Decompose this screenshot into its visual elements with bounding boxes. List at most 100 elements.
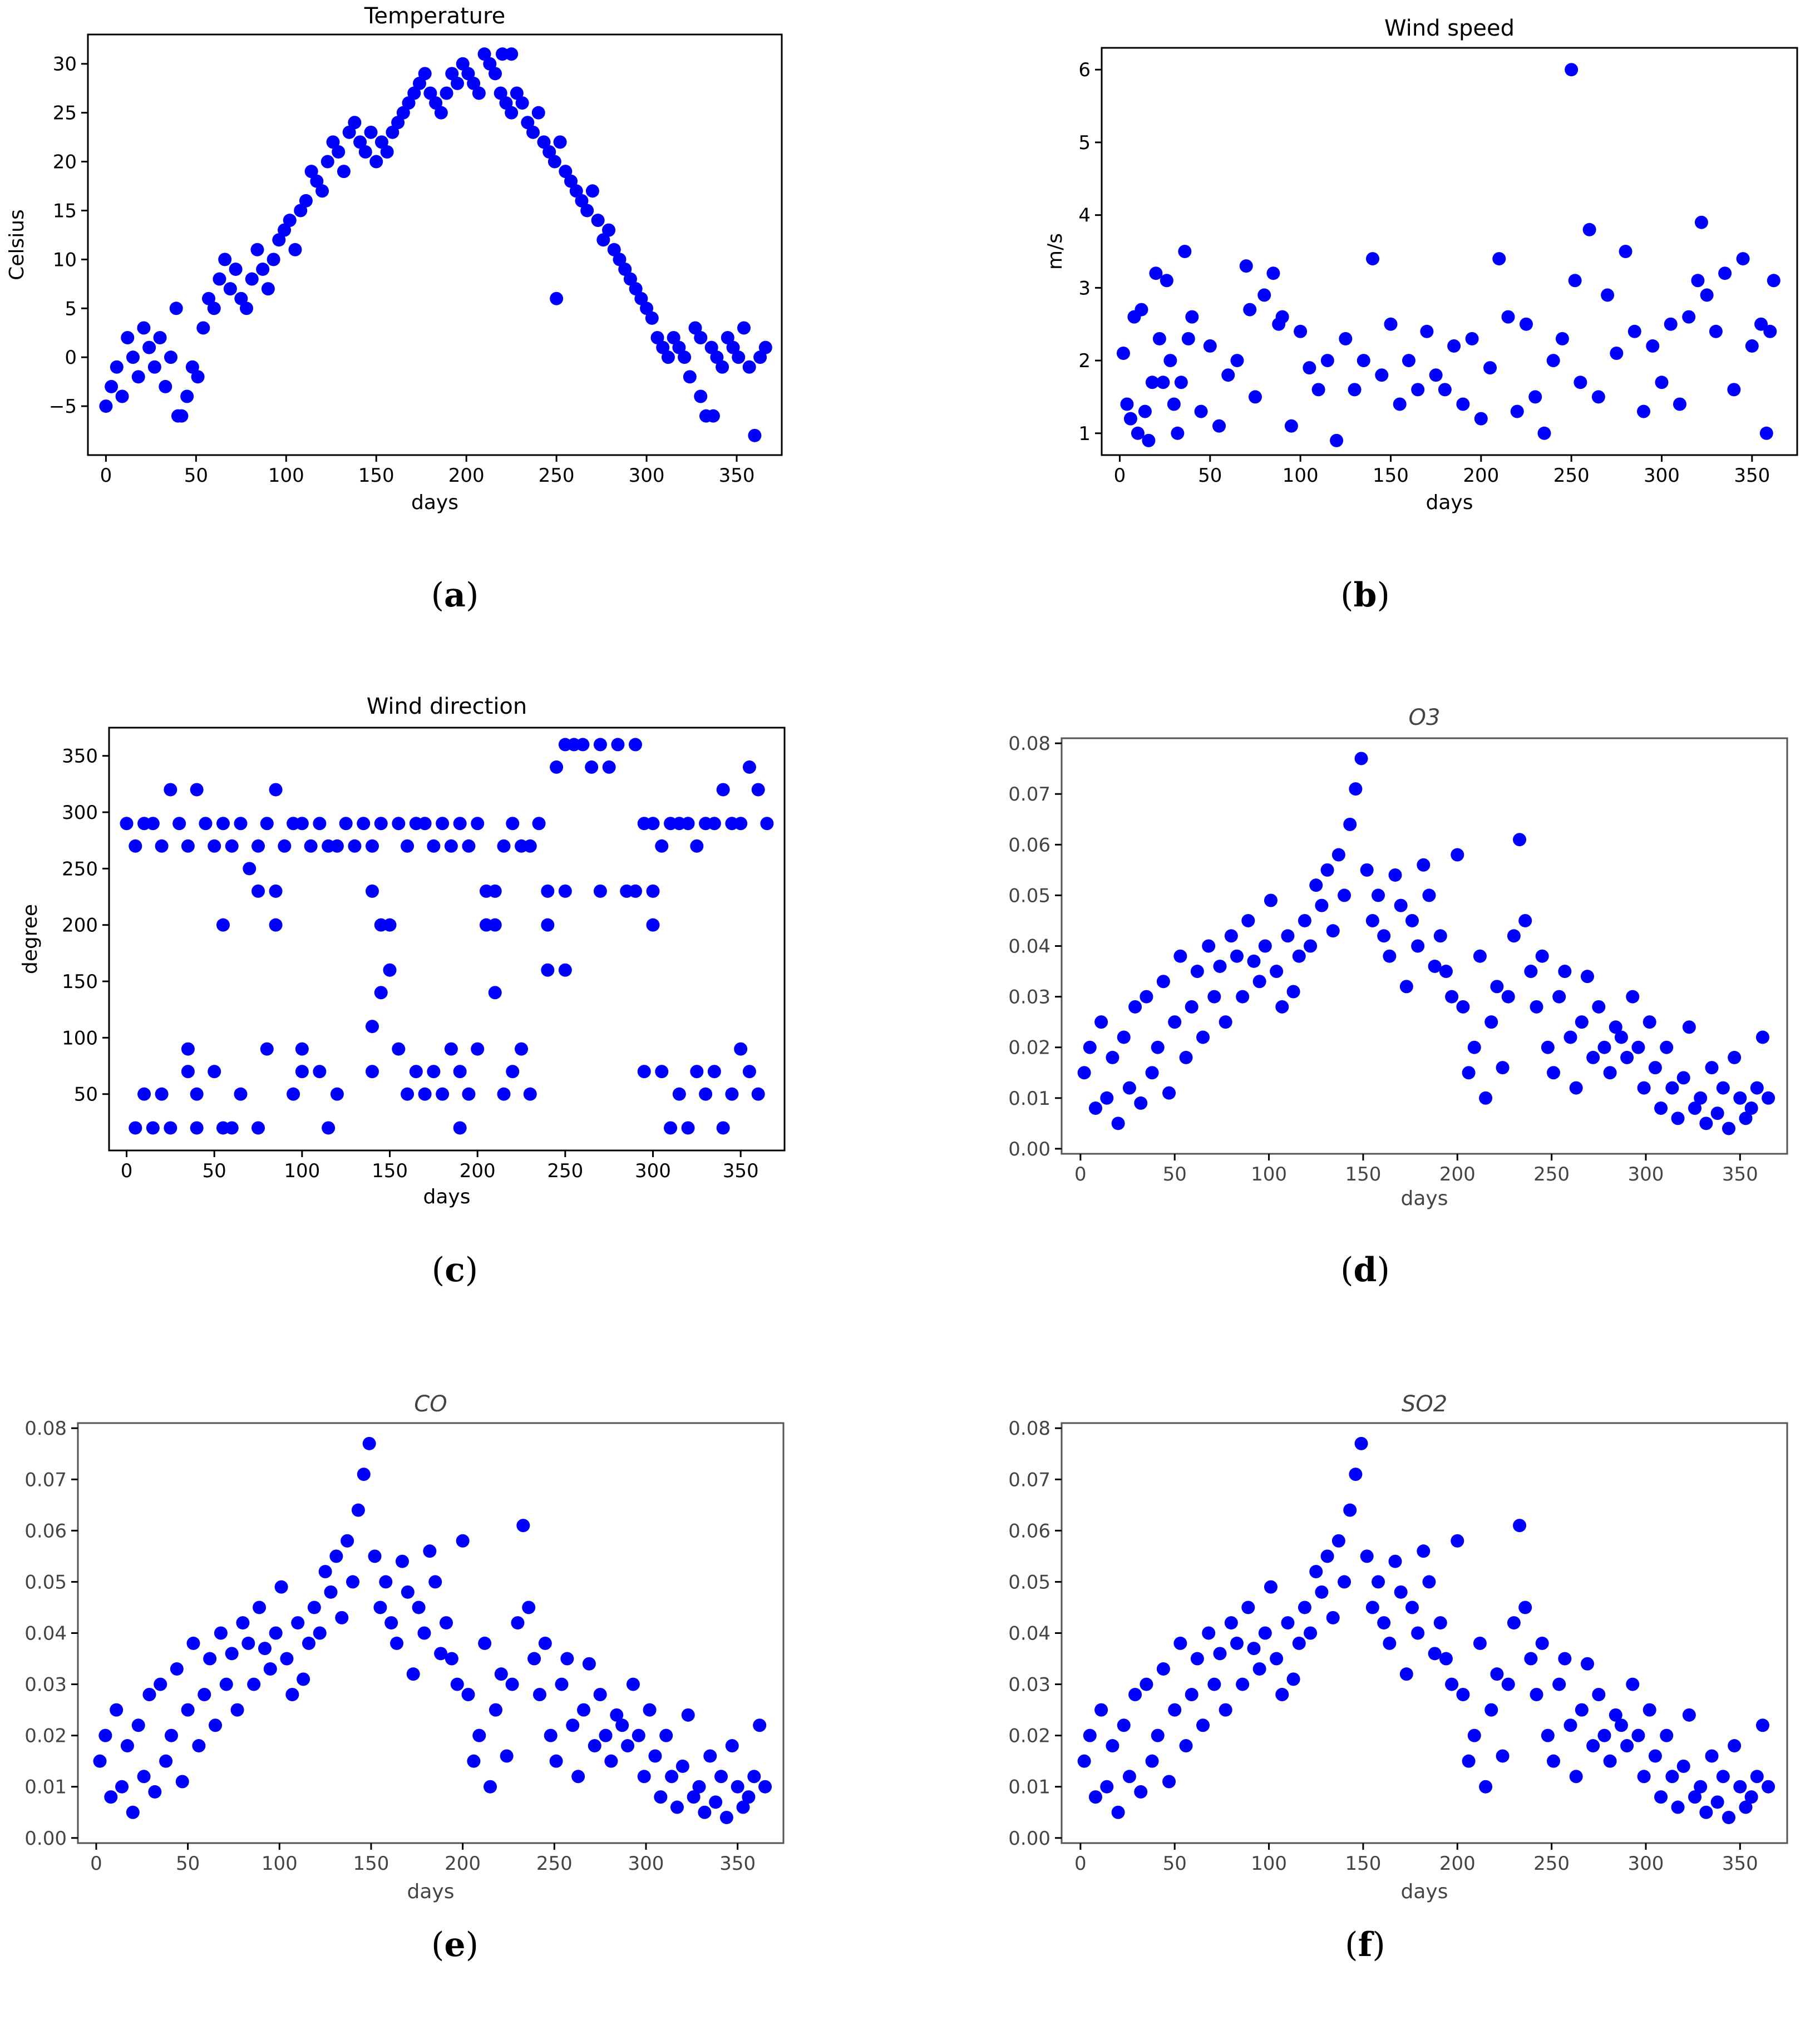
x-tick-label: 100 [262, 1853, 298, 1875]
data-point [291, 1616, 305, 1630]
data-point [251, 884, 265, 898]
data-point [1394, 1585, 1408, 1599]
data-point [164, 350, 177, 364]
data-point [332, 145, 346, 159]
data-point [1745, 339, 1759, 353]
data-point [429, 96, 443, 110]
caption-e: (e) [431, 1925, 479, 1964]
data-point [716, 783, 730, 797]
x-tick-label: 250 [1533, 1163, 1570, 1186]
x-tick-label: 50 [176, 1853, 200, 1875]
data-point [1648, 1061, 1662, 1075]
data-point [207, 302, 221, 315]
data-point [1383, 949, 1397, 963]
data-point [1767, 274, 1780, 288]
chart-so2: SO2 0 50 100 150 200 250 300 350 0.00 0.01 0.02 0.03… [1008, 1391, 1788, 1903]
data-point [219, 1677, 233, 1691]
data-point [719, 1810, 733, 1824]
data-point [115, 389, 129, 403]
data-point [1202, 1626, 1216, 1640]
data-point [1338, 1575, 1352, 1589]
data-point [288, 243, 302, 256]
data-point [1088, 1102, 1102, 1115]
data-point [1451, 848, 1464, 862]
data-point [1241, 1601, 1255, 1614]
data-point [1456, 397, 1470, 411]
data-point [1331, 1534, 1345, 1548]
data-point [1728, 1739, 1742, 1753]
data-point [1479, 1091, 1493, 1105]
data-point [1420, 324, 1434, 338]
data-point [445, 1652, 458, 1666]
data-point [1304, 1626, 1318, 1640]
x-tick-label: 300 [1628, 1853, 1664, 1875]
data-point [401, 1585, 415, 1599]
y-tick-label: 0.00 [24, 1828, 67, 1850]
data-point [1507, 1616, 1521, 1630]
data-point [1755, 1030, 1769, 1044]
data-point [541, 884, 555, 898]
data-point [1138, 404, 1152, 418]
data-point [1171, 426, 1185, 440]
data-point [153, 331, 167, 345]
data-point [1643, 1015, 1656, 1029]
chart-temperature: Temperature 0 50 100 150 200 250 300 350 −5 0 5 10 15… [6, 3, 783, 514]
data-point [203, 1652, 217, 1666]
data-point [1558, 965, 1572, 979]
data-point [588, 1739, 601, 1753]
data-point [461, 1687, 475, 1701]
data-point [1456, 1000, 1470, 1014]
data-point [1393, 397, 1407, 411]
data-point [1671, 1112, 1685, 1125]
y-tick-label: 0.08 [1008, 733, 1050, 755]
data-point [1202, 939, 1216, 953]
data-point [439, 1616, 453, 1630]
data-point [208, 839, 221, 853]
data-point [742, 1065, 756, 1079]
data-point [1185, 310, 1199, 324]
data-point [1541, 1728, 1555, 1742]
data-point [1739, 1112, 1753, 1125]
data-point [692, 1780, 706, 1794]
data-point [348, 116, 362, 130]
panel-temperature: Temperature 0 50 100 150 200 250 300 350 −5 0 5 10 15… [0, 0, 910, 675]
data-point [351, 1503, 365, 1517]
data-point [1219, 1703, 1232, 1717]
data-point [1694, 1780, 1708, 1794]
data-point [1194, 404, 1208, 418]
data-point [1439, 1652, 1453, 1666]
data-point [1185, 1687, 1198, 1701]
chart-wind-direction: Wind direction 0 50 100 150 200 250 300 350 50 100… [19, 694, 786, 1208]
data-point [1428, 1647, 1442, 1661]
data-point [313, 817, 327, 831]
y-tick-label: 0.08 [1008, 1418, 1050, 1440]
data-point [497, 1087, 511, 1101]
data-point [537, 135, 551, 149]
data-point [294, 204, 308, 218]
data-point [1394, 898, 1408, 912]
data-point [471, 817, 485, 831]
x-tick-label: 150 [372, 1160, 408, 1182]
data-point [241, 1636, 255, 1650]
data-point [342, 125, 356, 139]
y-tick-label: 0.04 [1008, 1623, 1050, 1645]
data-point [1682, 1020, 1696, 1034]
x-tick-label: 100 [268, 465, 304, 487]
data-point [1484, 1703, 1498, 1717]
data-point [1357, 354, 1370, 368]
data-point [550, 760, 564, 774]
data-point [1541, 1040, 1555, 1054]
data-point [1462, 1066, 1476, 1080]
data-point [1462, 1754, 1476, 1768]
data-point [1304, 939, 1318, 953]
y-tick-label: 0.05 [24, 1571, 67, 1593]
data-point [379, 1575, 393, 1589]
data-point [467, 76, 481, 90]
data-point [1349, 782, 1363, 796]
data-point [1552, 1677, 1566, 1691]
data-point [1716, 1081, 1730, 1095]
data-point [483, 57, 497, 71]
data-point [461, 67, 475, 81]
data-point [637, 1065, 651, 1079]
data-point [1586, 1739, 1600, 1753]
